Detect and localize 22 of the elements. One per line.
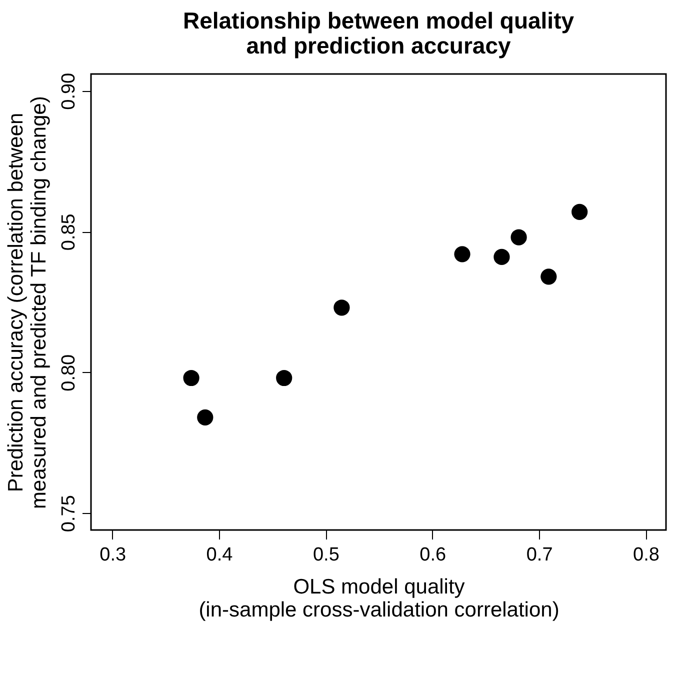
point (197, 409, 214, 426)
point (510, 229, 527, 246)
point (276, 370, 292, 386)
y-tick-label: 0.85 (58, 214, 80, 251)
y-axis-title: Prediction accuracy (correlation between measured and predicted TF binding change) (4, 96, 50, 509)
x-tick-label: 0.8 (633, 544, 660, 566)
point (494, 248, 510, 266)
x-tick-label: 0.3 (100, 544, 126, 566)
point (183, 370, 200, 386)
x-tick-label: 0.7 (526, 544, 553, 566)
x-tick-label: 0.6 (420, 544, 446, 566)
y-tick-label: 0.75 (58, 495, 80, 532)
x-tick-label: 0.4 (206, 544, 234, 566)
point (454, 246, 470, 262)
x-axis-title: OLS model quality (in-sample cross-validation correlation) (198, 576, 560, 622)
point (540, 268, 557, 285)
point (572, 204, 588, 220)
x-tick-label: 0.5 (312, 544, 340, 566)
y-tick-label: 0.80 (58, 354, 80, 392)
chart-title: Relationship between model quality and prediction accuracy (182, 7, 574, 58)
y-tick-label: 0.90 (58, 72, 80, 110)
point (334, 300, 350, 316)
